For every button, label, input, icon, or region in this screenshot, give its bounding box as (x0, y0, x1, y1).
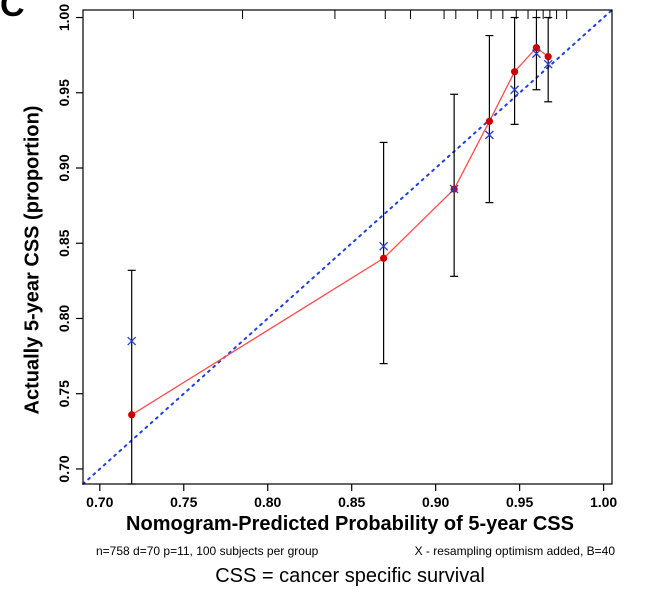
apparent-point (380, 254, 388, 262)
bias-corrected-series-group (127, 49, 553, 346)
bias-corrected-point (531, 49, 541, 59)
apparent-point (128, 411, 136, 419)
figure-caption: CSS = cancer specific survival (215, 565, 485, 587)
panel-label: C (0, 0, 25, 24)
y-tick-label: 1.00 (56, 4, 72, 31)
x-marker-stroke (379, 241, 389, 251)
bias-corrected-point (379, 241, 389, 251)
resampling-note: X - resampling optimism added, B=40 (414, 544, 615, 558)
sample-size-note: n=758 d=70 p=11, 100 subjects per group (96, 544, 319, 558)
x-marker-stroke (510, 85, 520, 95)
y-tick-label: 0.90 (56, 154, 72, 181)
x-marker-stroke (543, 59, 553, 69)
x-tick-label: 0.70 (86, 494, 113, 510)
rug-ticks-group (132, 10, 568, 19)
x-tick-label: 0.95 (506, 494, 533, 510)
x-marker-stroke (484, 130, 494, 140)
x-tick-label: 0.85 (338, 494, 365, 510)
bias-corrected-point (449, 184, 459, 194)
x-marker-stroke (127, 336, 137, 346)
x-tick-label: 0.90 (422, 494, 449, 510)
ideal-diagonal-line (82, 9, 613, 485)
x-marker-stroke (531, 49, 541, 59)
y-tick-label: 0.75 (56, 380, 72, 407)
apparent-point (532, 44, 541, 52)
y-tick-label: 0.80 (56, 305, 72, 332)
apparent-calibration-line (131, 46, 549, 416)
y-axis-label: Actually 5-year CSS (proportion) (21, 105, 44, 415)
x-axis-label: Nomogram-Predicted Probability of 5-year… (126, 513, 574, 535)
bias-corrected-point (543, 59, 553, 69)
y-tick-label: 0.85 (56, 229, 72, 256)
axes-group: 0.70 0.75 0.80 0.85 0.90 0.95 1.00 0.70 0.75 0.80… (56, 4, 617, 510)
apparent-point (485, 117, 494, 125)
apparent-point (510, 68, 519, 76)
x-tick-label: 1.00 (590, 494, 617, 510)
bias-corrected-point (484, 130, 494, 140)
error-bars-group (127, 16, 553, 485)
x-marker-stroke (449, 184, 459, 194)
apparent-series-group (128, 44, 552, 419)
plot-frame (82, 9, 613, 485)
y-tick-label: 0.95 (56, 79, 72, 106)
y-tick-label: 0.70 (56, 455, 72, 482)
x-tick-label: 0.80 (254, 494, 281, 510)
ideal-line-group (82, 9, 613, 485)
bias-corrected-point (127, 336, 137, 346)
apparent-point (544, 53, 552, 61)
x-tick-label: 0.75 (170, 494, 197, 510)
bias-corrected-point (510, 85, 520, 95)
